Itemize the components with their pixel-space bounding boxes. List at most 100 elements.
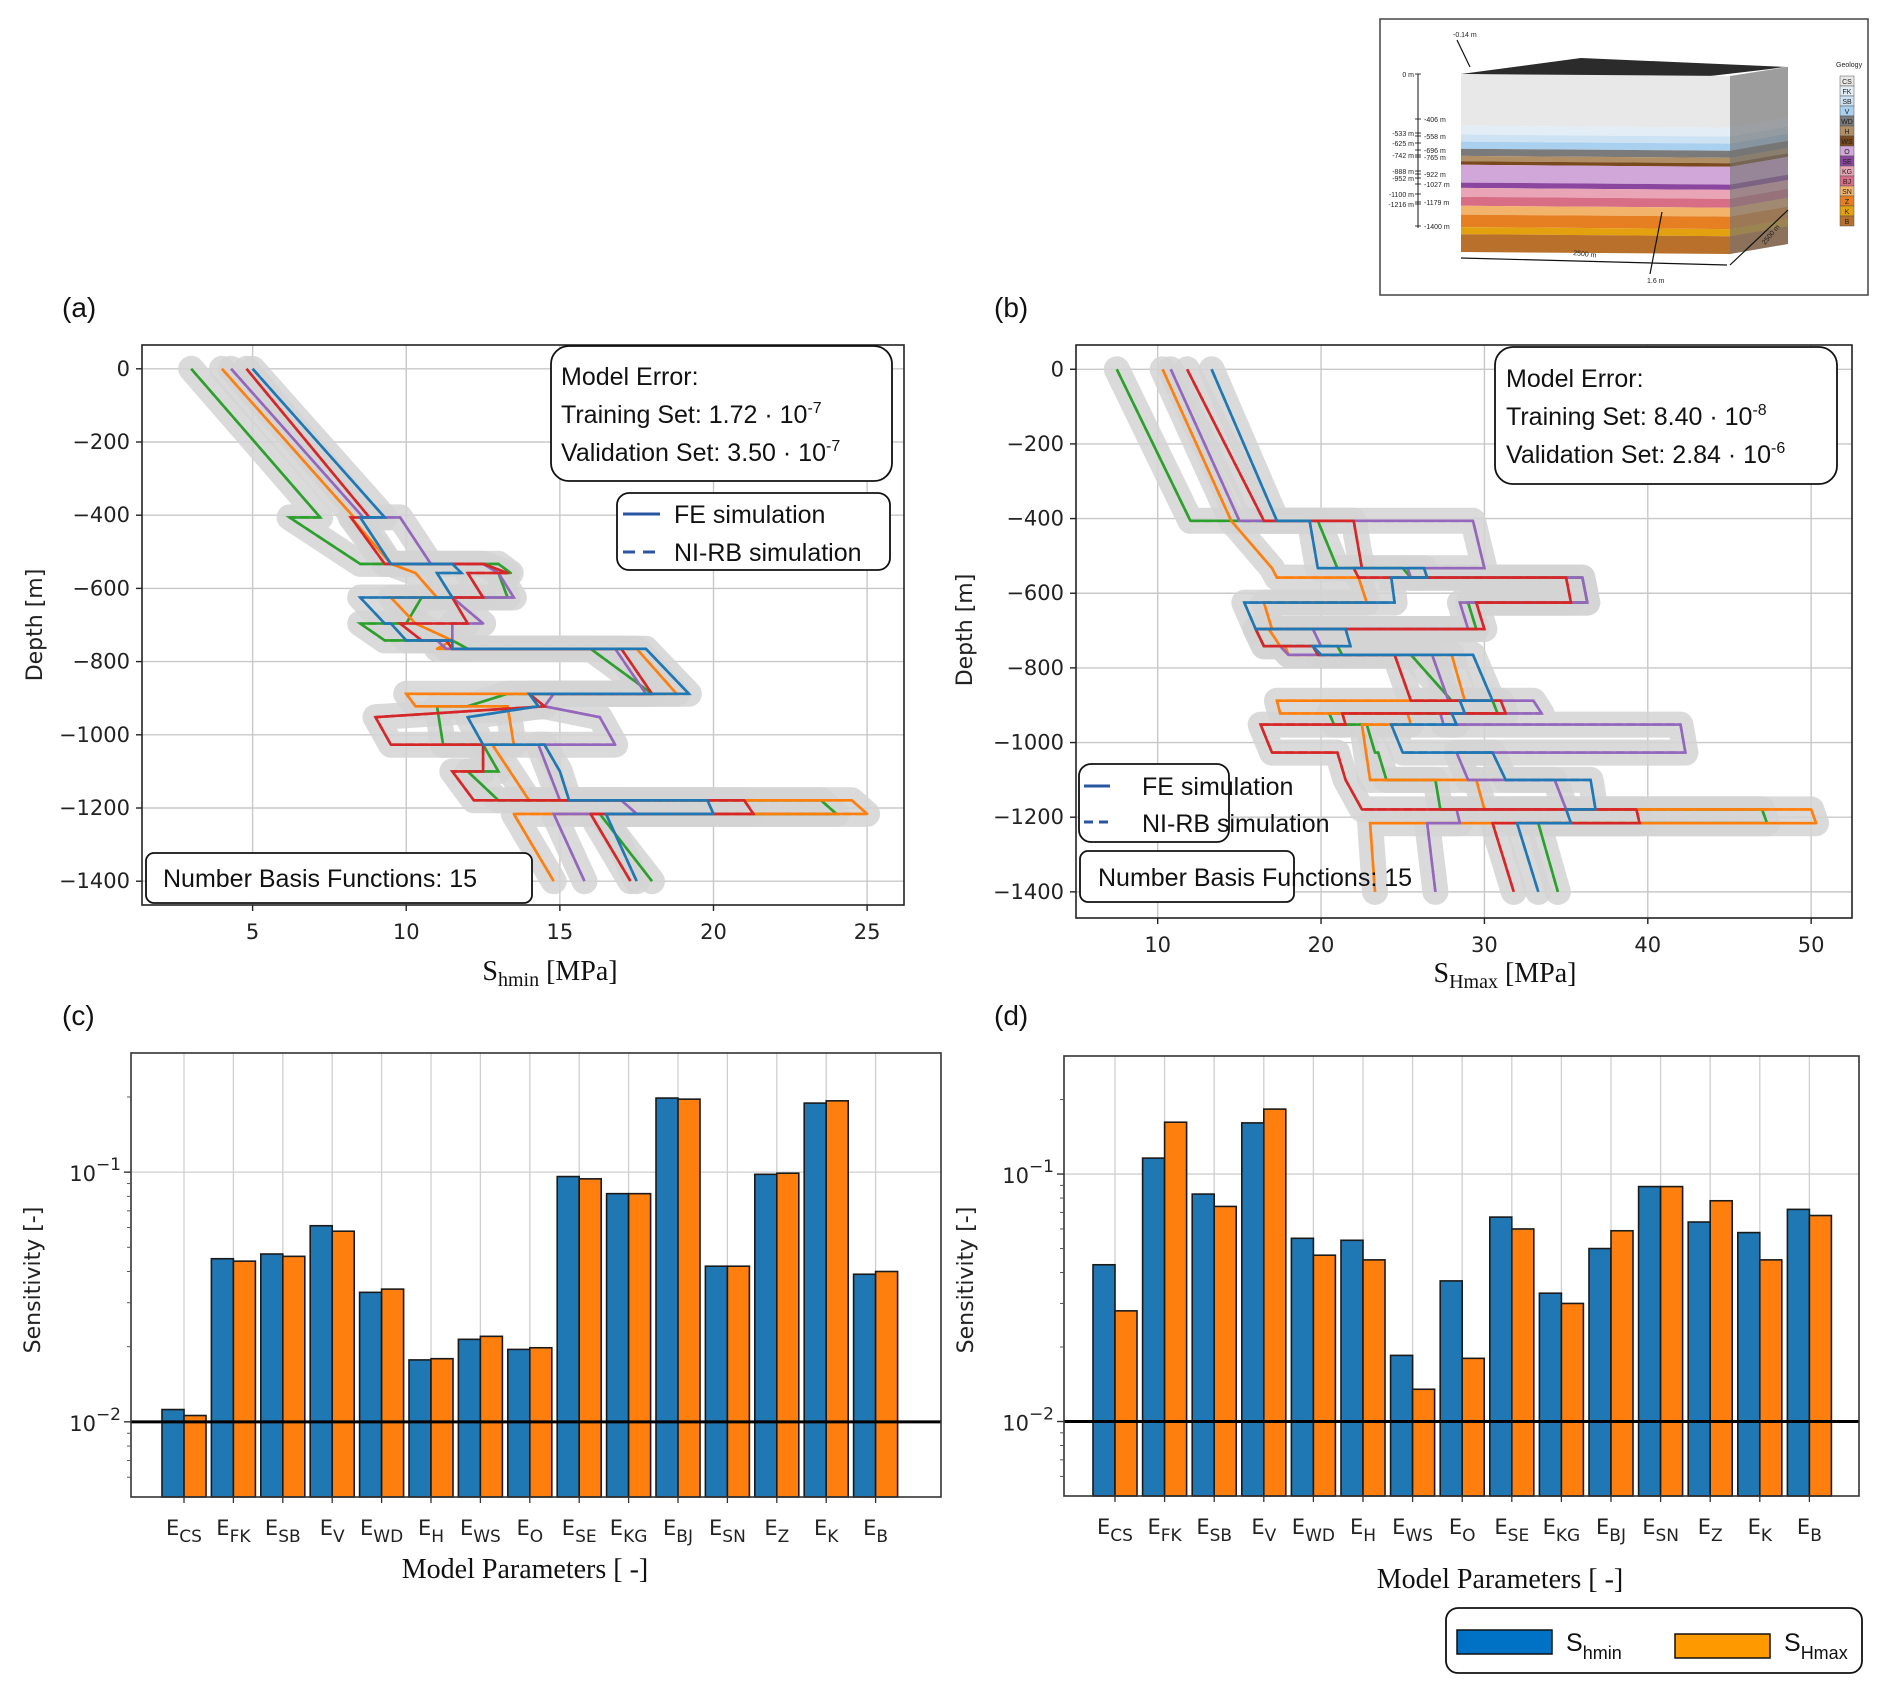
- x-tick-label-WD: EWD: [1292, 1515, 1335, 1546]
- bar-Shmin-SB: [259, 1253, 284, 1498]
- geology-legend-code-WS: WS: [1841, 139, 1853, 146]
- geology-depth-right: -1179 m: [1424, 200, 1449, 207]
- x-tick-label: 20: [700, 920, 727, 944]
- bar-SHmax-WS: [1411, 1388, 1436, 1497]
- bar-SHmax-KG: [1560, 1302, 1585, 1497]
- bar-Shmin-H: [1340, 1239, 1364, 1497]
- geology-legend-code-H: H: [1844, 129, 1849, 136]
- geology-layer-SB: [1461, 134, 1730, 144]
- bar-Shmin-FK: [1141, 1157, 1166, 1497]
- legend-shmax-swatch: [1674, 1633, 1771, 1659]
- x-tick-label-SB: ESB: [265, 1516, 301, 1547]
- x-tick-label-KG: EKG: [1543, 1515, 1581, 1546]
- bar-Shmin-CS: [1092, 1263, 1116, 1497]
- chart-a-xlabel: Shmin [MPa]: [482, 956, 617, 991]
- chart-a-training-error: Training Set: 1.72 · 10-7: [561, 400, 822, 429]
- chart-c-bars: [161, 1097, 899, 1498]
- geology-top-arrow: [1456, 39, 1471, 68]
- bar-SHmax-WS: [479, 1335, 504, 1498]
- bar-SHmax-KG: [627, 1192, 652, 1498]
- geology-layer-side-O: [1730, 156, 1788, 185]
- geology-width-label: 2500 m: [1573, 250, 1597, 259]
- chart-b-xlabel: SHmax [MPa]: [1433, 958, 1576, 993]
- geology-legend-code-SB: SB: [1842, 99, 1852, 106]
- nirb-line-blue: [251, 367, 716, 882]
- geology-bottom-arrow: [1649, 211, 1663, 275]
- geology-depth-left: -888 m: [1392, 169, 1414, 176]
- chart-b-ticks: 10 20 30 40 50 0 −200 −400 −600 −800 −1000 −1200 −14…: [993, 357, 1825, 957]
- x-tick-label: 10: [393, 920, 420, 944]
- geology-depth-right: -696 m: [1424, 148, 1446, 155]
- geology-layer-side-CS: [1730, 66, 1788, 128]
- geology-legend-title: Geology: [1836, 62, 1863, 69]
- x-tick-label-B: EB: [1797, 1515, 1822, 1546]
- chart-d-sensitivity-shmax-dominant: 10−2 10−1 ECS EFK ESB EV EWD EH EWS EO ESE EKG EBJ ES…: [954, 1055, 1860, 1595]
- geology-depth-left: 0 m: [1402, 72, 1414, 79]
- chart-c-ylabel: Sensitivity [-]: [21, 1207, 46, 1354]
- x-tick-label-KG: EKG: [610, 1516, 648, 1547]
- nirb-line-blue: [1210, 368, 1598, 893]
- y-tick-label: −1400: [59, 869, 130, 893]
- chart-b-shmax-depth: 10 20 30 40 50 0 −200 −400 −600 −800 −1000 −1200 −14…: [953, 344, 1853, 993]
- bar-Shmin-H: [408, 1359, 432, 1498]
- y-tick-label: −600: [72, 576, 130, 600]
- x-tick-label-B: EB: [863, 1516, 888, 1547]
- x-tick-label: 10: [1144, 933, 1171, 957]
- bar-SHmax-B: [874, 1270, 899, 1498]
- y-tick-label: −400: [1006, 507, 1064, 531]
- chart-a-validation-error: Validation Set: 3.50 · 10-7: [561, 438, 840, 467]
- bar-SHmax-CS: [183, 1414, 207, 1498]
- legend-shmax-label: SHmax: [1784, 1629, 1848, 1663]
- bar-SHmax-FK: [1163, 1121, 1188, 1497]
- bar-SHmax-V: [331, 1230, 356, 1498]
- chart-a-basis-box: Number Basis Functions: 15: [145, 852, 533, 904]
- geology-layer-SE: [1461, 182, 1730, 190]
- bar-Shmin-FK: [210, 1257, 235, 1498]
- x-tick-label-SB: ESB: [1196, 1515, 1232, 1546]
- y-tick-label: 10−2: [69, 1405, 121, 1436]
- y-tick-label: −400: [72, 503, 130, 527]
- bar-Shmin-SE: [1489, 1216, 1513, 1497]
- geology-legend-code-SN: SN: [1842, 189, 1852, 196]
- chart-b-lines: [1115, 368, 1818, 893]
- bar-SHmax-Z: [775, 1172, 800, 1498]
- geology-width-dimension: [1460, 257, 1728, 266]
- bar-Shmin-O: [1439, 1280, 1463, 1497]
- geology-layer-side-FK: [1730, 117, 1788, 137]
- geology-layer-side-Z: [1730, 206, 1788, 230]
- geology-layer-side-BJ: [1730, 188, 1788, 208]
- geology-legend-code-WD: WD: [1841, 119, 1853, 126]
- geology-layer-KG: [1461, 187, 1730, 199]
- geology-legend-code-CS: CS: [1842, 79, 1852, 86]
- nirb-line-orange: [1161, 368, 1818, 892]
- chart-a-ylabel: Depth [m]: [23, 569, 48, 682]
- bar-SHmax-SE: [1511, 1228, 1535, 1497]
- y-tick-label: −1200: [993, 805, 1064, 829]
- geology-depth-right: -765 m: [1424, 155, 1446, 162]
- x-tick-label-FK: EFK: [216, 1516, 251, 1547]
- chart-b-training-error: Training Set: 8.40 · 10-8: [1506, 402, 1767, 431]
- y-tick-label: 10−1: [1002, 1157, 1054, 1188]
- nirb-line-red: [1185, 368, 1642, 893]
- panel-label-c: (c): [62, 1000, 95, 1031]
- x-tick-label-K: EK: [814, 1516, 839, 1547]
- x-tick-label-WS: EWS: [1392, 1515, 1433, 1546]
- x-tick-label-V: EV: [320, 1516, 345, 1547]
- nirb-line-red: [245, 367, 756, 882]
- bar-SHmax-SE: [578, 1178, 603, 1498]
- chart-b-legend-nirb: NI-RB simulation: [1142, 810, 1330, 838]
- bar-SHmax-FK: [232, 1260, 257, 1498]
- geology-layer-V: [1461, 141, 1730, 151]
- bar-SHmax-K: [825, 1100, 850, 1498]
- y-tick-label: 0: [117, 357, 130, 381]
- bar-SHmax-CS: [1114, 1310, 1138, 1497]
- x-tick-label-O: EO: [1449, 1515, 1476, 1546]
- chart-b-frame: [1075, 344, 1853, 919]
- legend-shmin-swatch: [1456, 1629, 1553, 1655]
- bar-SHmax-BJ: [677, 1098, 701, 1498]
- bar-Shmin-KG: [1538, 1292, 1563, 1497]
- y-tick-label: −1400: [993, 880, 1064, 904]
- bar-SHmax-B: [1808, 1214, 1833, 1497]
- chart-b-legend: FE simulation NI-RB simulation: [1078, 763, 1330, 843]
